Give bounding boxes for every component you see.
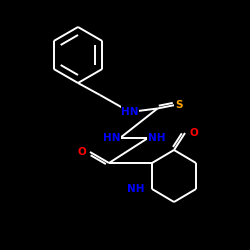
Text: HN: HN [121,107,139,117]
Text: NH: NH [148,133,166,143]
Text: O: O [189,128,198,138]
Text: HN: HN [102,133,120,143]
Text: S: S [175,100,182,110]
Text: NH: NH [128,184,145,194]
Text: O: O [77,147,86,157]
